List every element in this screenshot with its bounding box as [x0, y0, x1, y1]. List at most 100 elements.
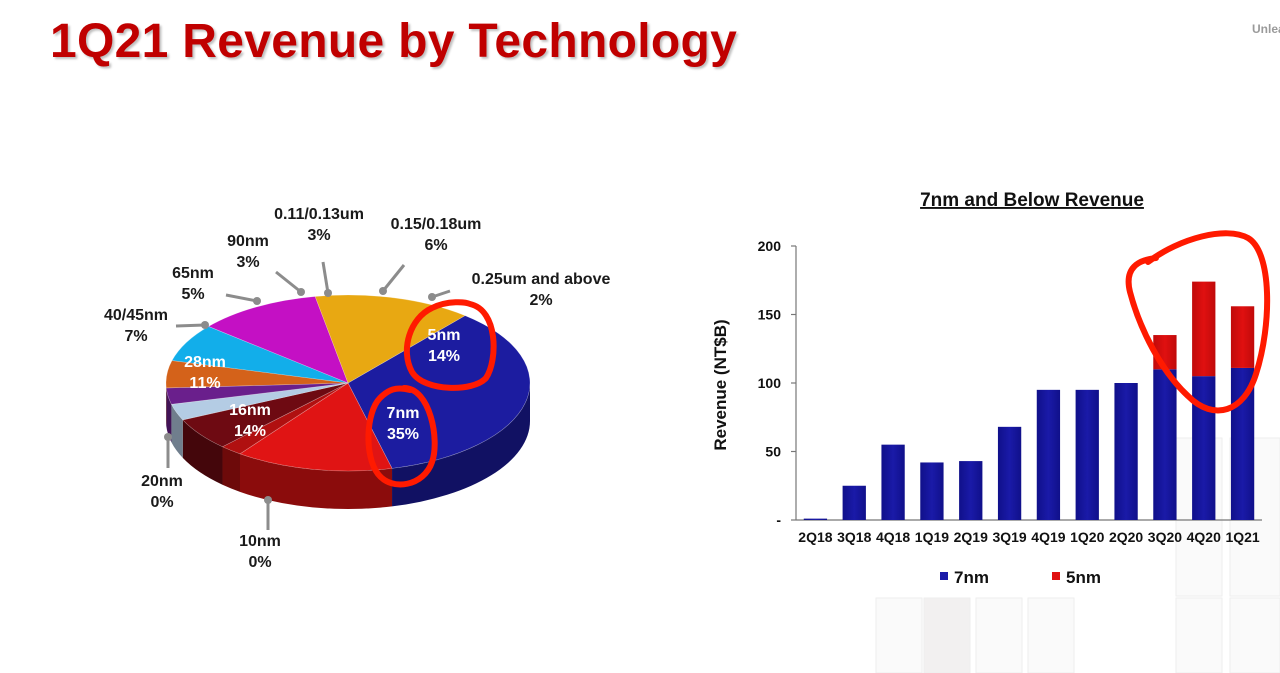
legend-swatch-5nm: [1052, 572, 1060, 580]
pie-label-28nm-percent: 11%: [189, 375, 220, 392]
pie-label-65nm-leader: [225, 293, 258, 303]
pie-label-0-25um-and-above-name: 0.25um and above: [472, 271, 611, 288]
pie-label-20nm-percent: 0%: [150, 494, 173, 511]
x-tick-label: 1Q21: [1225, 529, 1259, 545]
x-tick-label: 2Q20: [1109, 529, 1143, 545]
pie-label-40-45nm-dot: [201, 321, 209, 329]
legend-label-5nm: 5nm: [1066, 568, 1101, 587]
red-circle-annotation-7nm: [365, 385, 438, 488]
legend-swatch-7nm: [940, 572, 948, 580]
bar-7nm-4q20: [1192, 376, 1216, 520]
pie-slice-0-15-0-18um: [182, 382, 349, 448]
y-axis-label: Revenue (NT$B): [711, 319, 730, 450]
background-panel: [1175, 597, 1223, 673]
bar-7nm-2q20: [1114, 383, 1138, 520]
background-panel: [975, 597, 1023, 673]
bar-7nm-1q19: [920, 462, 944, 520]
bar-7nm-3q19: [997, 426, 1022, 520]
bar-5nm-4q20: [1192, 281, 1216, 377]
pie-label-90nm-dot: [297, 288, 305, 296]
background-panel: [1027, 597, 1075, 673]
bar-7nm-2q19: [959, 461, 983, 520]
pie-slice-0-11-0-13um: [170, 382, 349, 421]
pie-label-10nm-dot: [264, 496, 272, 504]
pie-label-65nm-name: 65nm: [172, 265, 214, 282]
pie-slice-28nm: [207, 296, 349, 384]
pie-label-0-15-0-18um-percent: 6%: [424, 237, 447, 254]
x-tick-label: 1Q20: [1070, 529, 1104, 545]
pie-label-16nm-name: 16nm: [229, 402, 271, 419]
bar-chart-title: 7nm and Below Revenue: [920, 190, 1144, 211]
pie-label-0-11-0-13um-leader: [321, 261, 330, 294]
pie-label-90nm-leader: [275, 270, 302, 294]
pie-label-5nm-percent: 14%: [428, 348, 460, 365]
x-tick-label: 2Q18: [798, 529, 832, 545]
pie-side-0-25um-and-above: [222, 446, 240, 492]
x-tick-label: 2Q19: [954, 529, 988, 545]
pie-label-10nm-percent: 0%: [248, 554, 271, 571]
background-panel: [1229, 597, 1280, 673]
pie-top-slices: [165, 294, 531, 472]
background-panel: [923, 597, 971, 673]
y-tick-label: -: [776, 512, 781, 528]
legend: 7nm 5nm: [940, 568, 1101, 587]
pie-label-28nm-name: 28nm: [184, 354, 226, 371]
pie-label-90nm-percent: 3%: [236, 254, 259, 271]
background-panel: [875, 597, 923, 673]
y-tick-label: 100: [758, 375, 782, 391]
red-circle-annotation-5nm-bars: [1125, 230, 1271, 414]
pie-label-10nm-name: 10nm: [239, 533, 281, 550]
pie-side-5nm: [239, 453, 393, 510]
pie-label-40-45nm-name: 40/45nm: [104, 307, 168, 324]
pie-label-0-11-0-13um-percent: 3%: [307, 227, 330, 244]
pie-label-0-15-0-18um-name: 0.15/0.18um: [391, 216, 482, 233]
slide-title: 1Q21 Revenue by Technology: [50, 15, 738, 68]
axes: - 50 100 150 200: [758, 238, 1262, 528]
bar-7nm-4q18: [881, 444, 905, 520]
red-circle-annotation-5nm: [403, 299, 497, 391]
pie-label-0-11-0-13um-name: 0.11/0.13um: [274, 206, 364, 223]
pie-label-0-25um-and-above-percent: 2%: [529, 292, 552, 309]
pie-label-20nm-dot: [164, 433, 172, 441]
legend-label-7nm: 7nm: [954, 568, 989, 587]
bar-7nm-3q20: [1153, 369, 1177, 520]
pie-slice-5nm: [239, 382, 393, 472]
pie-labels: 7nm 35% 5nm 14% 0.25um and above 2% 0.15/0.18u…: [104, 206, 610, 571]
x-tick-label: 4Q20: [1187, 529, 1221, 545]
pie-chart: 7nm 35% 5nm 14% 0.25um and above 2% 0.15/0.18u…: [104, 206, 610, 571]
pie-label-20nm-name: 20nm: [141, 473, 183, 490]
pie-label-0-25um-and-above-dot: [428, 293, 436, 301]
pie-slice-65nm: [165, 360, 349, 389]
bar-5nm-1q21: [1230, 306, 1255, 368]
x-tick-label: 1Q19: [915, 529, 949, 545]
x-tick-label: 4Q19: [1031, 529, 1065, 545]
bar-chart: 7nm and Below Revenue Revenue (NT$B) - 50 10…: [711, 190, 1280, 673]
x-tick-label: 4Q18: [876, 529, 910, 545]
pie-side-0-15-0-18um: [182, 419, 223, 485]
pie-side-90nm: [166, 387, 172, 443]
y-tick-label: 200: [758, 238, 782, 254]
pie-label-65nm-dot: [253, 297, 261, 305]
x-tick-label: 3Q20: [1148, 529, 1182, 545]
bar-7nm-2q18: [803, 518, 828, 520]
pie-slice-7nm: [347, 315, 531, 469]
pie-side-0-11-0-13um: [171, 404, 183, 458]
pie-label-40-45nm-leader: [175, 323, 206, 328]
pie-label-40-45nm-percent: 7%: [124, 328, 147, 345]
pie-label-16nm-percent: 14%: [234, 423, 266, 440]
pie-slice-90nm: [165, 382, 349, 405]
bar-7nm-3q18: [842, 485, 866, 520]
corner-text-fragment: Unlea: [1252, 22, 1280, 36]
pie-label-7nm-percent: 35%: [387, 426, 419, 443]
pie-label-7nm-name: 7nm: [387, 405, 420, 422]
pie-label-5nm-name: 5nm: [428, 327, 461, 344]
pie-label-65nm-percent: 5%: [181, 286, 204, 303]
x-tick-label: 3Q19: [992, 529, 1026, 545]
pie-label-0-11-0-13um-dot: [324, 289, 332, 297]
y-tick-label: 50: [765, 444, 781, 460]
y-tick-label: 150: [758, 307, 782, 323]
bar-7nm-4q19: [1036, 389, 1061, 520]
pie-label-0-15-0-18um-dot: [379, 287, 387, 295]
bar-7nm-1q20: [1075, 389, 1099, 520]
x-tick-label: 3Q18: [837, 529, 871, 545]
